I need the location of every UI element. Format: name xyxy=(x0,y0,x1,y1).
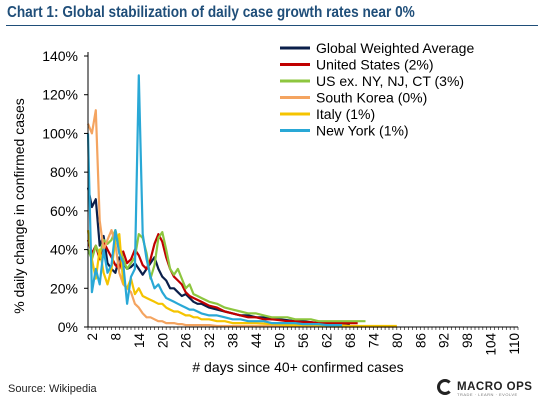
logo-text: MACRO OPS xyxy=(457,381,533,393)
legend-label: New York (1%) xyxy=(316,123,409,139)
x-tick-label: 56 xyxy=(296,333,311,348)
series-line-1 xyxy=(86,233,358,325)
logo-tagline: TRADE · LEARN · EVOLVE xyxy=(457,392,518,397)
y-tick-label: 40% xyxy=(50,242,78,258)
y-axis-label: % daily change in confirmed cases xyxy=(11,98,27,314)
x-tick-label: 38 xyxy=(226,333,241,348)
x-tick-label: 26 xyxy=(179,333,194,348)
legend-label: Italy (1%) xyxy=(316,106,375,122)
title-divider xyxy=(6,25,538,26)
x-tick-label: 98 xyxy=(460,333,475,348)
x-tick-label: 68 xyxy=(343,333,358,348)
y-tick-label: 60% xyxy=(50,203,78,219)
x-tick-label: 2 xyxy=(85,333,100,341)
x-tick-label: 110 xyxy=(507,333,522,355)
plot-lines xyxy=(86,74,397,328)
x-tick-label: 62 xyxy=(319,333,334,348)
y-tick-label: 0% xyxy=(58,319,78,335)
x-tick-label: 14 xyxy=(132,333,147,349)
x-tick-label: 74 xyxy=(366,333,381,349)
x-tick-label: 8 xyxy=(108,333,123,341)
y-tick-label: 140% xyxy=(42,48,78,64)
legend-label: Global Weighted Average xyxy=(316,40,474,56)
series-line-2 xyxy=(86,229,366,323)
y-tick-label: 100% xyxy=(42,125,78,141)
legend-label: South Korea (0%) xyxy=(316,90,427,106)
series-line-5 xyxy=(86,74,343,327)
axes: 0% 20% 40% 60% 80% 100% 120% 140% 2 8 14 20 26 32 38 44… xyxy=(42,48,522,356)
x-tick-label: 80 xyxy=(390,333,405,348)
legend-label: United States (2%) xyxy=(316,57,434,73)
y-tick-label: 120% xyxy=(42,87,78,103)
x-axis-label: # days since 40+ confirmed cases xyxy=(192,359,403,375)
x-tick-label: 32 xyxy=(202,333,217,348)
legend-label: US ex. NY, NJ, CT (3%) xyxy=(316,73,464,89)
macro-ops-logo: MACRO OPS TRADE · LEARN · EVOLVE xyxy=(437,379,533,397)
y-tick-label: 80% xyxy=(50,164,78,180)
source-note: Source: Wikipedia xyxy=(8,383,97,395)
x-tick-label: 92 xyxy=(437,333,452,348)
x-tick-label: 50 xyxy=(273,333,288,348)
chart-title: Chart 1: Global stabilization of daily c… xyxy=(7,4,415,21)
x-tick-label: 86 xyxy=(413,333,428,348)
logo-icon xyxy=(437,379,453,395)
x-tick-label: 104 xyxy=(484,333,499,356)
y-tick-label: 20% xyxy=(50,280,78,296)
x-tick-label: 44 xyxy=(249,333,264,349)
x-tick-label: 20 xyxy=(155,333,170,348)
